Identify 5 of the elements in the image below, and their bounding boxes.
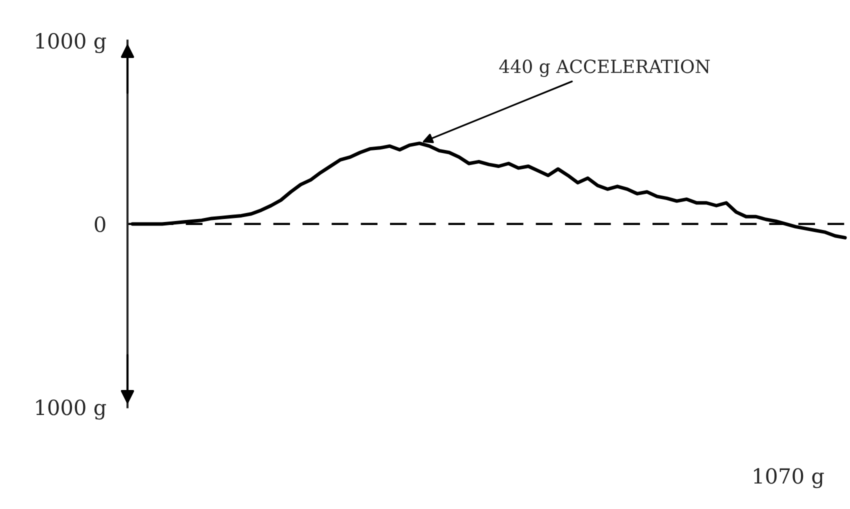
annotation: 440 g ACCELERATION <box>499 60 710 77</box>
y-tick-label: 1000 g <box>36 33 106 54</box>
text: 1070 g <box>754 468 824 488</box>
y-tick-label: 1000 g <box>36 400 106 420</box>
y-tick-label: 0 <box>94 216 106 232</box>
